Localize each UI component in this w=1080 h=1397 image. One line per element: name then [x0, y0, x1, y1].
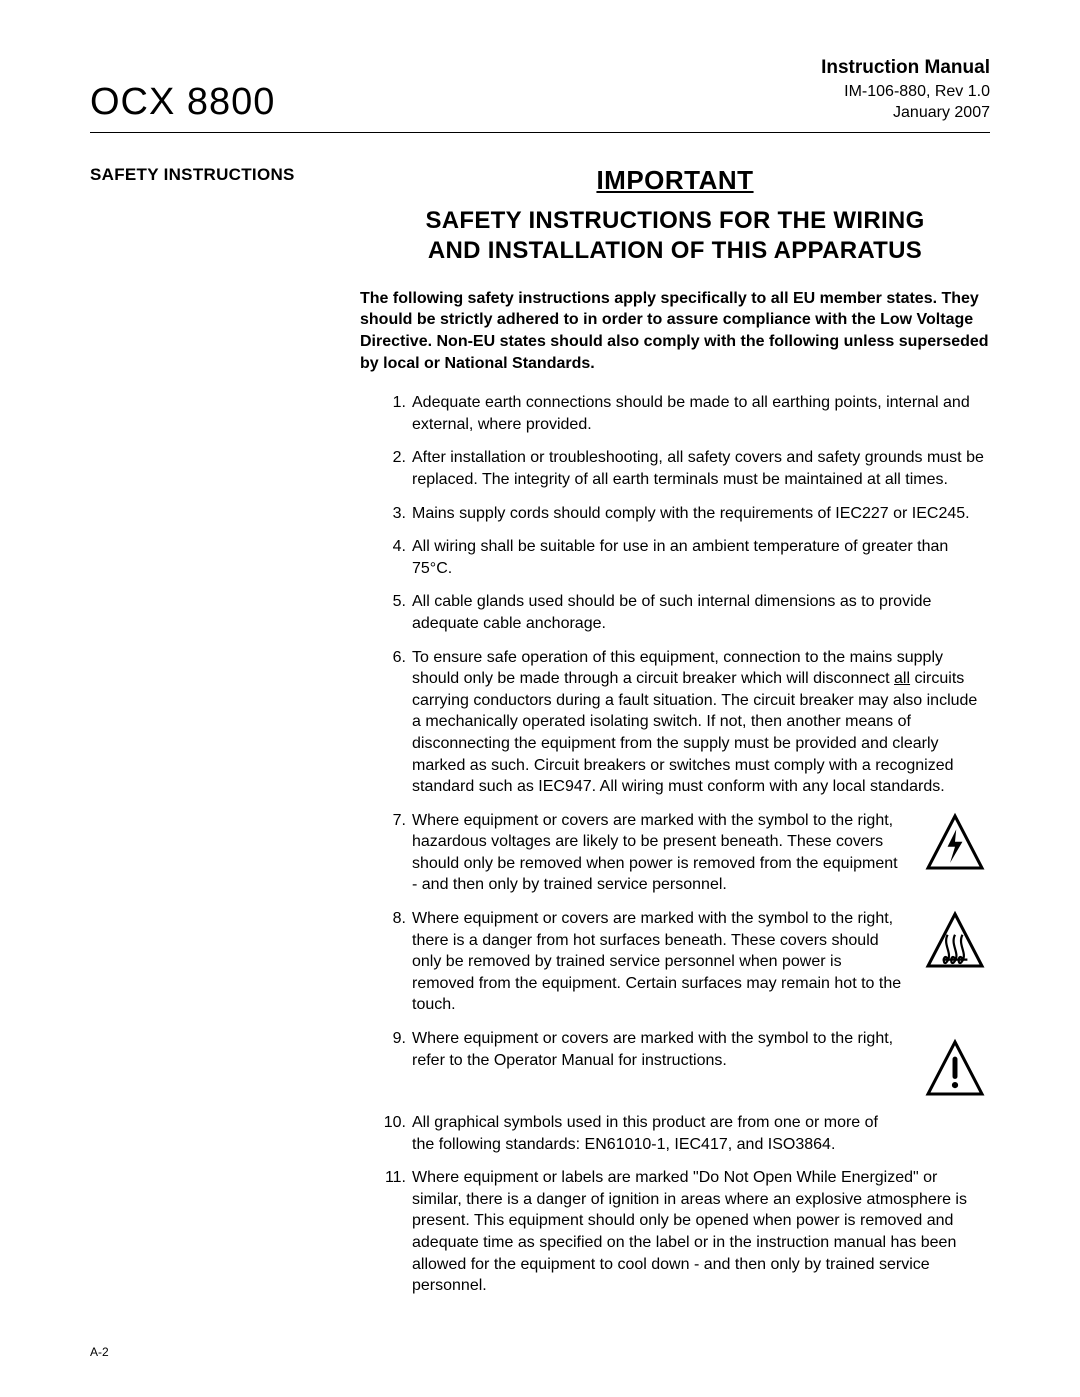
main-heading: SAFETY INSTRUCTIONS FOR THE WIRING AND I… [360, 206, 990, 266]
page-number: A-2 [90, 1345, 109, 1359]
item-text: Mains supply cords should comply with th… [412, 505, 970, 522]
safety-list: Adequate earth connections should be mad… [360, 392, 990, 1297]
heading-line-1: SAFETY INSTRUCTIONS FOR THE WIRING [425, 207, 924, 234]
caution-icon [924, 1038, 986, 1100]
safety-item: Where equipment or covers are marked wit… [394, 1028, 990, 1100]
main-content: IMPORTANT SAFETY INSTRUCTIONS FOR THE WI… [360, 165, 990, 1309]
item-text: Where equipment or labels are marked "Do… [412, 1169, 967, 1294]
safety-item: All graphical symbols used in this produ… [394, 1112, 990, 1155]
safety-item: All wiring shall be suitable for use in … [394, 536, 990, 579]
safety-item: All cable glands used should be of such … [394, 591, 990, 634]
safety-item: To ensure safe operation of this equipme… [394, 647, 990, 798]
hot-surface-icon [924, 910, 986, 972]
heading-line-2: AND INSTALLATION OF THIS APPARATUS [428, 237, 922, 264]
safety-item: Where equipment or covers are marked wit… [394, 810, 990, 896]
doc-revision: IM-106-880, Rev 1.0 [821, 81, 990, 103]
body: SAFETY INSTRUCTIONS IMPORTANT SAFETY INS… [90, 165, 990, 1309]
item-text: All graphical symbols used in this produ… [412, 1114, 878, 1153]
item-text: Where equipment or covers are marked wit… [412, 1030, 893, 1069]
item-text: To ensure safe operation of this equipme… [412, 649, 977, 796]
lead-paragraph: The following safety instructions apply … [360, 288, 990, 374]
doc-date: January 2007 [821, 102, 990, 124]
safety-item: Mains supply cords should comply with th… [394, 503, 990, 525]
item-text: All cable glands used should be of such … [412, 593, 931, 632]
important-label: IMPORTANT [360, 165, 990, 196]
sidebar-title: SAFETY INSTRUCTIONS [90, 165, 340, 185]
item-text: Where equipment or covers are marked wit… [412, 812, 898, 894]
manual-label: Instruction Manual [821, 55, 990, 81]
safety-item: Adequate earth connections should be mad… [394, 392, 990, 435]
header-right: Instruction Manual IM-106-880, Rev 1.0 J… [821, 55, 990, 124]
high-voltage-icon [924, 812, 986, 874]
safety-item: Where equipment or covers are marked wit… [394, 908, 990, 1016]
safety-item: After installation or troubleshooting, a… [394, 447, 990, 490]
item-text: Adequate earth connections should be mad… [412, 394, 970, 433]
page-header: OCX 8800 Instruction Manual IM-106-880, … [90, 55, 990, 133]
product-title: OCX 8800 [90, 81, 275, 124]
item-text: Where equipment or covers are marked wit… [412, 910, 901, 1013]
item-text: After installation or troubleshooting, a… [412, 449, 984, 488]
safety-item: Where equipment or labels are marked "Do… [394, 1167, 990, 1297]
item-text: All wiring shall be suitable for use in … [412, 538, 948, 577]
sidebar: SAFETY INSTRUCTIONS [90, 165, 340, 1309]
